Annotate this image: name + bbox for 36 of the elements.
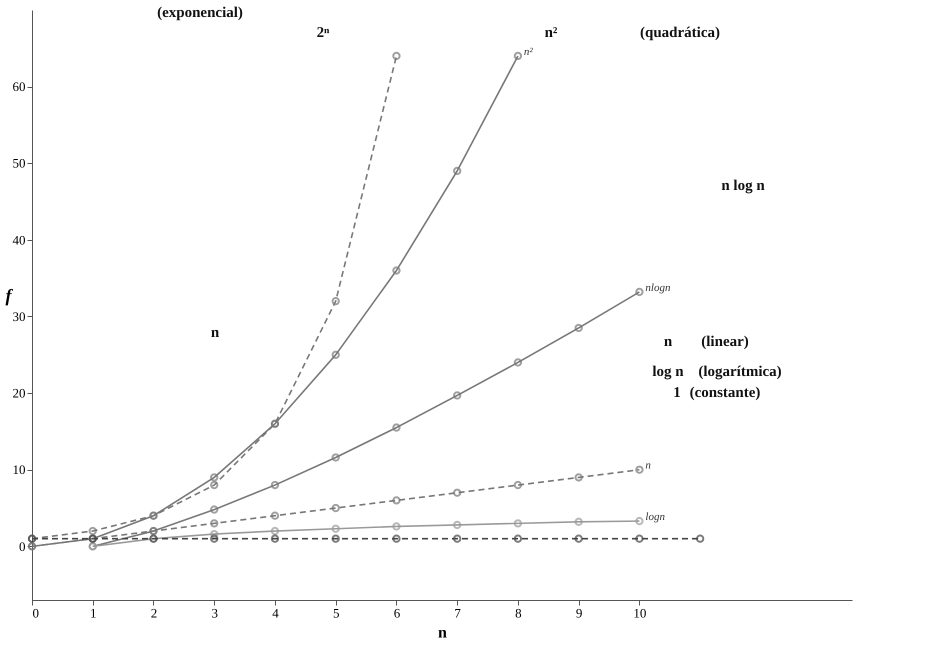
y-axis-title: f <box>6 286 14 306</box>
x-tick-label: 10 <box>633 606 646 620</box>
annotation: n log n <box>721 178 766 194</box>
annotation: (constante) <box>690 385 760 401</box>
x-tick-label: 9 <box>576 606 582 620</box>
annotation: (exponencial) <box>157 5 243 22</box>
x-tick-label: 7 <box>454 606 462 620</box>
annotation: (linear) <box>701 334 749 350</box>
y-tick-label: 10 <box>12 462 26 478</box>
y-tick-label: 60 <box>12 79 26 94</box>
x-tick-label: 6 <box>394 606 401 620</box>
series-label: n <box>645 460 652 472</box>
x-tick-label: 8 <box>515 606 522 620</box>
annotation: n <box>210 325 220 341</box>
series-label: nlogn <box>645 282 671 294</box>
x-tick-label: 5 <box>332 606 340 620</box>
annotation: n² <box>544 25 558 41</box>
x-tick-label: 4 <box>272 606 280 620</box>
y-tick-label: 50 <box>12 156 26 171</box>
annotation: log n <box>652 364 684 380</box>
annotation: (logarítmica) <box>698 364 782 380</box>
annotation: (quadrática) <box>640 25 720 41</box>
y-tick-label: 30 <box>12 308 26 324</box>
y-tick-label: 20 <box>12 386 26 401</box>
series-label: logn <box>645 511 666 524</box>
series-label: n² <box>524 46 534 58</box>
annotation: n <box>664 334 673 350</box>
x-tick-label: 1 <box>90 606 96 620</box>
x-tick-label: 3 <box>211 606 218 620</box>
annotation: 1 <box>673 385 681 401</box>
y-tick-label: 0 <box>19 538 26 554</box>
y-tick-label: 40 <box>12 232 26 248</box>
annotation: 2ⁿ <box>316 25 330 41</box>
x-tick-label: 2 <box>150 606 158 620</box>
x-axis-title: n <box>438 624 448 642</box>
x-tick-label: 0 <box>32 606 39 620</box>
